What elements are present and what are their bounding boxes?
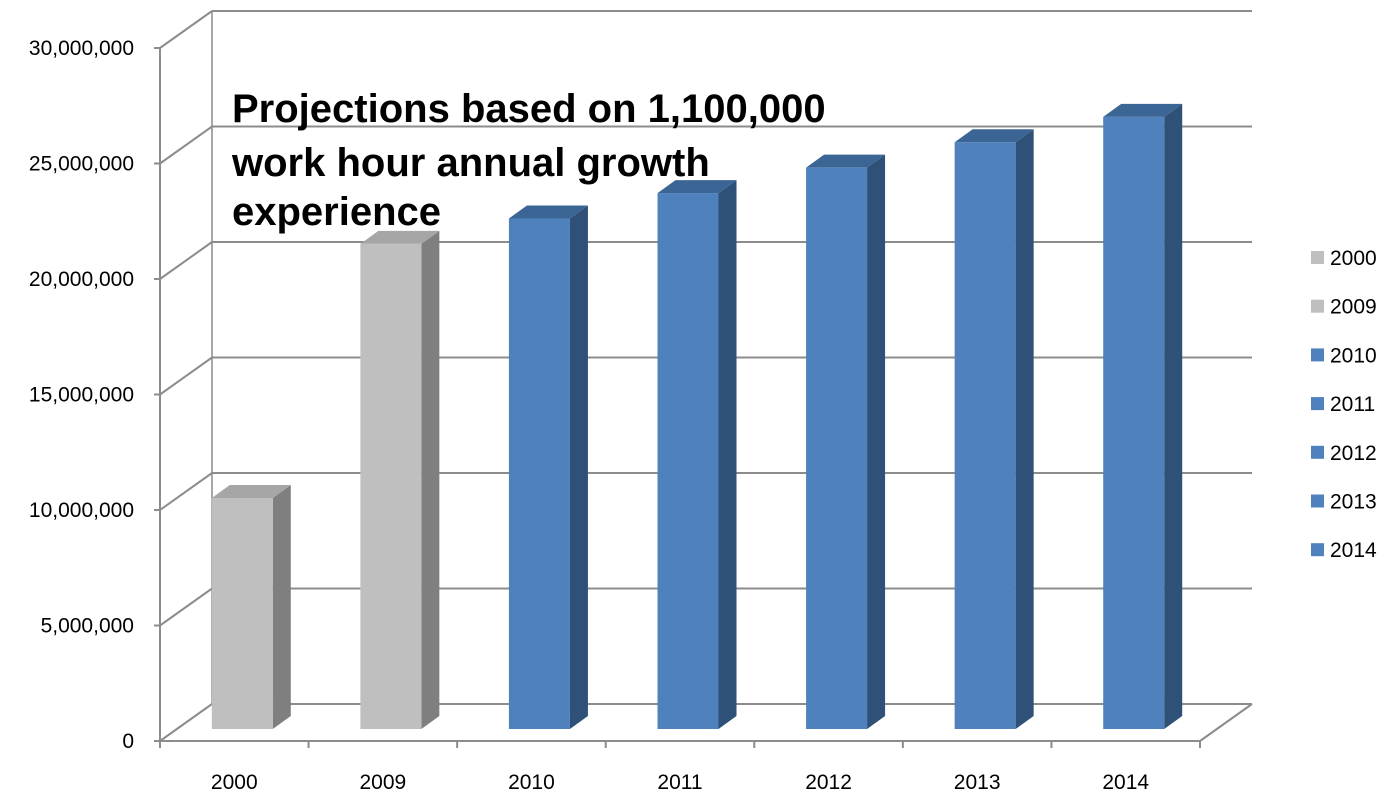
bar-top-face: [657, 180, 737, 194]
legend-swatch: [1311, 543, 1324, 557]
legend-label: 2014: [1330, 539, 1377, 562]
bar-side-face: [569, 205, 588, 730]
gridline-diagonal: [159, 125, 213, 165]
bar-side-face: [272, 485, 291, 729]
bar-top-face: [360, 230, 440, 244]
y-tick-label: 25,000,000: [29, 153, 134, 176]
chart-annotation: Projections based on 1,100,000 work hour…: [231, 87, 826, 234]
legend-label: 2011: [1330, 393, 1375, 416]
legend-item-2011: 2011: [1311, 393, 1375, 416]
bar-side-face: [1164, 103, 1183, 730]
x-tick-label: 2012: [805, 771, 852, 794]
bar-2014: [1103, 103, 1183, 730]
legend-label: 2013: [1330, 491, 1377, 514]
bar-top-face: [508, 205, 588, 219]
x-tick-label: 2009: [359, 771, 406, 794]
bar-2009: [360, 230, 440, 729]
floor-right-edge: [1199, 703, 1253, 742]
bar-2012: [806, 154, 886, 730]
legend-item-2009: 2009: [1311, 296, 1377, 319]
bar-side-face: [421, 230, 440, 729]
x-tick-label: 2011: [657, 771, 702, 794]
y-tick-label: 15,000,000: [29, 384, 134, 407]
legend-item-2010: 2010: [1311, 344, 1377, 367]
bar-front-face: [211, 498, 273, 729]
y-tick-label: 10,000,000: [29, 499, 134, 522]
legend-label: 2010: [1330, 344, 1377, 367]
legend-item-2012: 2012: [1311, 442, 1377, 465]
bar-2010: [508, 205, 588, 730]
y-tick-label: 5,000,000: [41, 615, 134, 638]
gridline-diagonal: [159, 472, 213, 511]
y-tick-label: 0: [122, 730, 134, 753]
x-tick-label: 2000: [211, 771, 258, 794]
legend-label: 2012: [1330, 442, 1377, 465]
bar-top-face: [806, 154, 886, 168]
bar-top-face: [954, 129, 1034, 143]
bar-2013: [954, 129, 1034, 729]
gridline-diagonal: [159, 587, 213, 627]
bar-top-face: [1103, 103, 1183, 117]
x-tick-label: 2014: [1102, 771, 1149, 794]
annotation-line-3: experience: [232, 190, 441, 234]
bar-side-face: [867, 154, 886, 730]
bar-front-face: [657, 193, 719, 729]
legend-item-2014: 2014: [1311, 539, 1377, 562]
legend-swatch: [1311, 397, 1324, 411]
legend-label: 2000: [1330, 247, 1377, 270]
bar-front-face: [508, 218, 570, 730]
x-tick-label: 2010: [508, 771, 555, 794]
gridline-diagonal: [159, 241, 213, 280]
x-axis-tick-labels: 2000 2009 2010 2011 2012 2013 2014: [211, 771, 1149, 794]
annotation-line-2: work hour annual growth: [231, 141, 710, 185]
legend-item-2013: 2013: [1311, 491, 1377, 514]
bar-front-face: [1103, 116, 1165, 730]
gridline-diagonal: [159, 356, 213, 396]
legend-item-2000: 2000: [1311, 247, 1377, 270]
gridline-diagonal: [159, 703, 213, 742]
chart-bars: [211, 103, 1183, 730]
bar-front-face: [360, 243, 422, 729]
legend-swatch: [1311, 494, 1324, 508]
annotation-line-1: Projections based on 1,100,000: [232, 87, 826, 131]
x-tick-label: 2013: [954, 771, 1001, 794]
bar-front-face: [954, 142, 1016, 729]
legend-swatch: [1311, 299, 1324, 313]
gridline-diagonal: [159, 10, 213, 49]
bar-front-face: [806, 167, 868, 730]
y-axis-tick-labels: 0 5,000,000 10,000,000 15,000,000 20,000,000…: [29, 37, 134, 753]
legend-swatch: [1311, 251, 1324, 264]
y-tick-label: 30,000,000: [29, 37, 134, 60]
legend-swatch: [1311, 445, 1324, 459]
bar-2011: [657, 180, 737, 729]
bar-side-face: [718, 180, 737, 729]
bar-top-face: [211, 485, 291, 498]
bar-2000: [211, 485, 291, 729]
legend-swatch: [1311, 348, 1324, 362]
y-tick-label: 20,000,000: [29, 268, 134, 291]
bar-side-face: [1015, 129, 1034, 729]
legend-label: 2009: [1330, 296, 1377, 319]
chart-legend: 2000 2009 2010 2011 2012 2013 2014: [1311, 247, 1377, 562]
